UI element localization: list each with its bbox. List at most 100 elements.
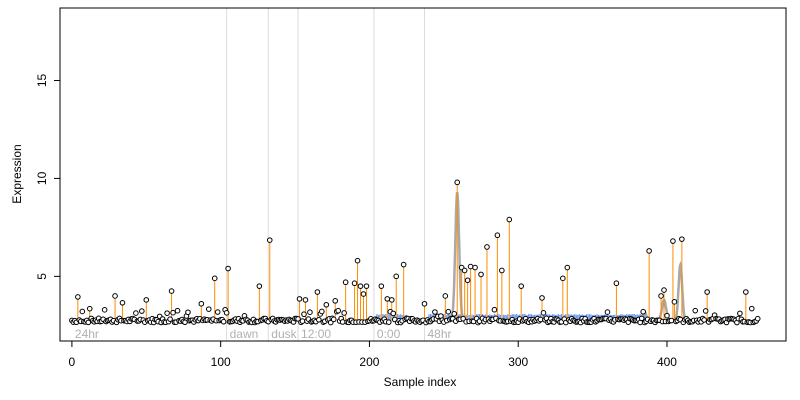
phase-label-1: dawn — [230, 327, 259, 341]
data-point — [357, 283, 364, 289]
data-point — [640, 308, 646, 315]
data-point — [564, 264, 571, 271]
data-point — [323, 301, 330, 308]
data-point — [540, 310, 547, 316]
data-point — [537, 316, 544, 323]
data-point — [75, 294, 81, 300]
data-point — [701, 317, 707, 323]
data-point — [174, 307, 181, 314]
smooth-peaks — [449, 191, 688, 322]
data-point — [170, 309, 176, 316]
data-point — [754, 315, 761, 322]
data-point — [484, 244, 490, 250]
data-point — [339, 319, 346, 325]
y-tick-label: 5 — [35, 273, 49, 280]
x-tick-label: 0 — [69, 355, 76, 369]
data-point — [472, 264, 478, 271]
data-point — [296, 296, 303, 302]
y-axis-label: Expression — [10, 144, 24, 203]
data-point — [354, 257, 361, 264]
data-point — [119, 300, 126, 306]
data-point — [360, 291, 367, 297]
data-point — [748, 305, 755, 312]
y-axis: 5 10 15 — [35, 73, 60, 280]
data-point — [341, 310, 347, 316]
data-point — [478, 271, 484, 278]
phase-lines — [226, 8, 425, 341]
data-point — [167, 316, 173, 322]
data-point — [702, 308, 709, 314]
x-tick-label: 200 — [359, 355, 379, 369]
phase-label-5: 48hr — [427, 327, 451, 341]
data-point — [378, 283, 385, 289]
x-tick-label: 100 — [211, 355, 231, 369]
data-point — [299, 318, 306, 324]
data-point — [168, 288, 175, 294]
data-point — [220, 318, 227, 325]
phase-label-0: 24hr — [75, 327, 99, 341]
phase-labels: 24hr dawn dusk 12:00 0:00 48hr — [75, 327, 452, 341]
data-point — [385, 319, 392, 325]
data-point — [330, 316, 337, 323]
data-point — [499, 267, 505, 274]
smooth-peak-3 — [673, 260, 688, 322]
data-point — [664, 312, 670, 319]
data-point — [506, 216, 513, 223]
data-point — [604, 309, 611, 315]
data-point — [737, 310, 743, 317]
x-tick-label: 300 — [508, 355, 528, 369]
data-point — [335, 307, 342, 314]
data-point — [256, 283, 263, 289]
data-point — [225, 265, 231, 272]
data-point — [388, 297, 395, 303]
data-point — [494, 232, 501, 239]
data-point — [266, 237, 273, 243]
data-point — [421, 300, 428, 307]
data-point — [302, 297, 309, 303]
data-point — [539, 295, 545, 301]
expression-spikes — [77, 182, 747, 321]
data-point — [638, 315, 645, 322]
data-point — [332, 298, 339, 304]
data-point — [464, 277, 471, 284]
data-point — [442, 293, 449, 299]
data-point — [211, 275, 218, 282]
data-point — [316, 316, 322, 323]
data-point — [432, 309, 438, 315]
data-point — [79, 308, 86, 315]
data-point — [101, 307, 108, 313]
data-point — [743, 289, 749, 295]
data-point — [214, 309, 221, 315]
data-point — [390, 310, 397, 317]
data-point — [342, 279, 349, 286]
x-axis: 0 100 200 300 400 — [69, 340, 677, 369]
data-point — [351, 280, 358, 287]
data-point — [461, 267, 468, 274]
data-point — [679, 236, 685, 242]
data-point — [164, 310, 170, 316]
data-point — [363, 283, 370, 289]
data-point — [393, 273, 400, 280]
data-point — [143, 297, 150, 303]
data-point — [185, 309, 191, 316]
data-point — [670, 238, 676, 244]
data-point — [646, 248, 652, 254]
x-axis-label: Sample index — [384, 375, 457, 389]
data-point — [295, 316, 301, 322]
x-tick-label: 400 — [657, 355, 677, 369]
data-point — [133, 310, 139, 316]
data-point — [451, 310, 458, 317]
data-point — [301, 311, 307, 318]
phase-label-4: 0:00 — [377, 327, 401, 341]
data-point — [491, 306, 498, 313]
data-point — [182, 319, 188, 326]
y-tick-label: 10 — [35, 171, 49, 185]
data-point — [445, 308, 452, 315]
data-point — [205, 306, 212, 312]
data-point — [198, 300, 205, 307]
data-point — [139, 308, 145, 314]
data-point — [384, 296, 391, 302]
data-point — [86, 305, 93, 312]
data-points — [69, 179, 761, 326]
